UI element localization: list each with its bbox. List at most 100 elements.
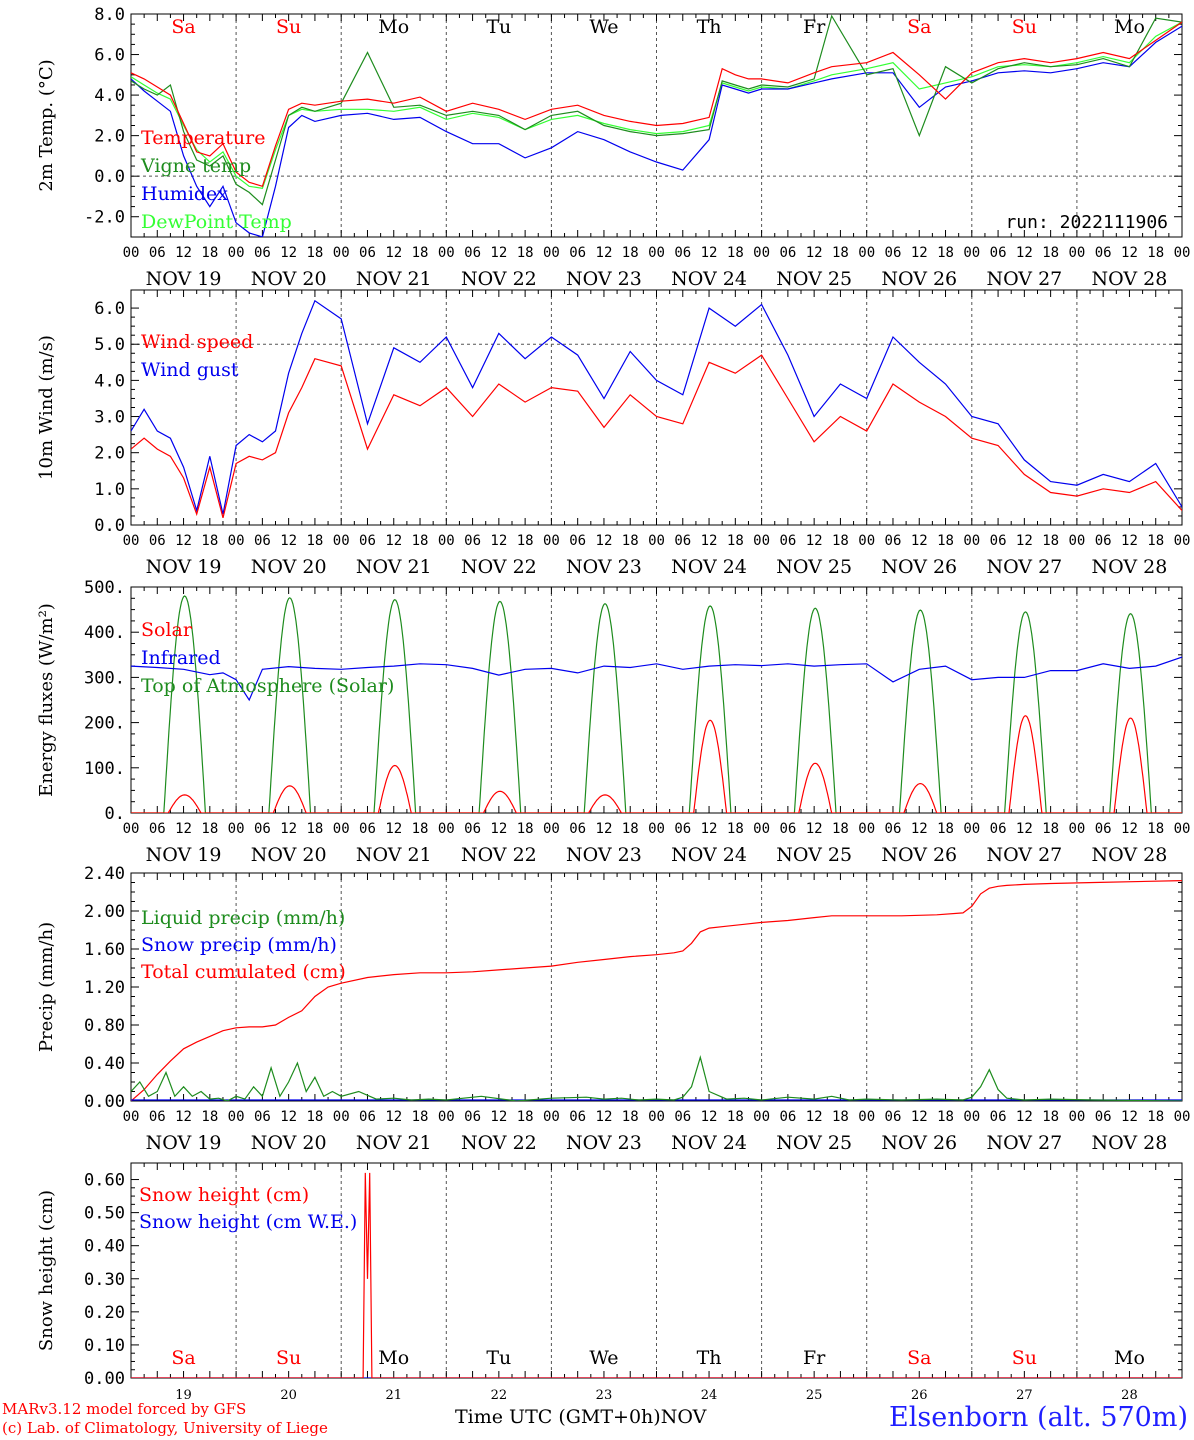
- day-label: NOV 24: [671, 556, 747, 578]
- series-line-temperature: [131, 21, 1182, 188]
- weekday-label: We: [589, 16, 618, 38]
- hour-tick-label: 06: [359, 533, 376, 549]
- legend-entry: Top of Atmosphere (Solar): [141, 675, 394, 697]
- hour-tick-label: 18: [832, 533, 849, 549]
- day-label: NOV 26: [881, 556, 957, 578]
- day-label: NOV 23: [566, 1132, 642, 1154]
- hour-tick-label: 00: [333, 245, 350, 261]
- hour-tick-label: 00: [228, 1109, 245, 1125]
- y-tick-label: 6.0: [94, 299, 125, 319]
- hour-tick-label: 00: [753, 1109, 770, 1125]
- y-tick-label: 2.0: [94, 127, 125, 147]
- y-tick-label: 0.80: [84, 1016, 125, 1036]
- y-tick-label: 1.0: [94, 480, 125, 500]
- day-label: NOV 22: [461, 556, 537, 578]
- hour-tick-label: 00: [438, 1109, 455, 1125]
- hour-tick-label: 00: [858, 821, 875, 837]
- hour-tick-label: 00: [753, 533, 770, 549]
- hour-tick-label: 12: [806, 245, 823, 261]
- series-line-top-of-atmosphere-solar-: [131, 595, 1182, 813]
- hour-tick-label: 06: [1095, 1109, 1112, 1125]
- hour-tick-label: 06: [359, 821, 376, 837]
- weekday-label: Th: [697, 1347, 722, 1369]
- station-label: Elsenborn (alt. 570m): [889, 1402, 1188, 1433]
- hour-tick-label: 06: [674, 533, 691, 549]
- hour-tick-label: 12: [1016, 245, 1033, 261]
- hour-tick-label: 18: [622, 821, 639, 837]
- y-tick-label: 0.0: [94, 516, 125, 536]
- day-label: NOV 27: [986, 556, 1062, 578]
- hour-tick-label: 18: [937, 533, 954, 549]
- hour-tick-label: 18: [727, 533, 744, 549]
- hour-tick-label: 12: [175, 245, 192, 261]
- weekday-label: Mo: [378, 1347, 409, 1369]
- panel-2: 0.0 1.0 2.0 3.0 4.0 5.0 6.0 10m Wind (m/s) 00 06 1…: [36, 289, 1190, 578]
- hour-tick-label: 12: [911, 821, 928, 837]
- hour-tick-label: 12: [806, 1109, 823, 1125]
- weekday-label: Mo: [1114, 16, 1145, 38]
- hour-tick-label: 06: [990, 1109, 1007, 1125]
- day-number: 21: [385, 1388, 402, 1400]
- hour-tick-label: 00: [648, 245, 665, 261]
- hour-tick-label: 06: [254, 533, 271, 549]
- hour-tick-label: 06: [569, 1109, 586, 1125]
- y-tick-label: 500.: [84, 578, 125, 598]
- y-tick-label: 200.: [84, 714, 125, 734]
- hour-tick-label: 00: [1174, 245, 1191, 261]
- hour-tick-label: 00: [543, 533, 560, 549]
- y-tick-label: 2.0: [94, 444, 125, 464]
- hour-tick-label: 12: [1121, 533, 1138, 549]
- y-tick-label: 0.40: [84, 1237, 125, 1257]
- hour-tick-label: 18: [201, 821, 218, 837]
- hour-tick-label: 06: [885, 533, 902, 549]
- y-tick-label: 300.: [84, 668, 125, 688]
- hour-tick-label: 18: [622, 533, 639, 549]
- hour-tick-label: 00: [228, 821, 245, 837]
- hour-tick-label: 06: [569, 821, 586, 837]
- hour-tick-label: 18: [517, 1109, 534, 1125]
- day-number: 24: [701, 1388, 718, 1400]
- legend-entry: Liquid precip (mm/h): [141, 907, 345, 929]
- hour-tick-label: 06: [149, 821, 166, 837]
- day-label: NOV 20: [251, 844, 327, 866]
- hour-tick-label: 18: [517, 821, 534, 837]
- series-group: [131, 595, 1182, 813]
- series-line-infrared: [131, 656, 1182, 702]
- weekday-label: Mo: [378, 16, 409, 38]
- hour-tick-label: 12: [1016, 821, 1033, 837]
- hour-tick-label: 12: [806, 533, 823, 549]
- hour-tick-label: 12: [385, 821, 402, 837]
- hour-tick-label: 12: [1121, 1109, 1138, 1125]
- weekday-label: Su: [1012, 16, 1037, 38]
- hour-tick-label: 00: [1174, 821, 1191, 837]
- legend-entry: Total cumulated (cm): [141, 961, 346, 983]
- y-tick-label: 0.00: [84, 1092, 125, 1112]
- day-label: NOV 28: [1092, 556, 1168, 578]
- hour-tick-label: 06: [254, 245, 271, 261]
- hour-tick-label: 12: [1121, 821, 1138, 837]
- hour-tick-label: 06: [359, 245, 376, 261]
- y-tick-label: 3.0: [94, 408, 125, 428]
- hour-tick-label: 00: [123, 245, 140, 261]
- hour-tick-label: 06: [464, 1109, 481, 1125]
- hour-tick-label: 12: [596, 533, 613, 549]
- day-label: NOV 25: [776, 1132, 852, 1154]
- day-label: NOV 23: [566, 844, 642, 866]
- hour-tick-label: 12: [280, 821, 297, 837]
- hour-tick-label: 12: [175, 533, 192, 549]
- day-number: 26: [911, 1388, 928, 1400]
- y-tick-label: 5.0: [94, 335, 125, 355]
- y-tick-label: 0.10: [84, 1336, 125, 1356]
- hour-tick-label: 12: [701, 245, 718, 261]
- hour-tick-label: 18: [1147, 245, 1164, 261]
- hour-tick-label: 06: [464, 821, 481, 837]
- day-label: NOV 20: [251, 1132, 327, 1154]
- hour-tick-label: 00: [543, 245, 560, 261]
- hour-tick-label: 18: [1147, 1109, 1164, 1125]
- hour-tick-label: 12: [701, 1109, 718, 1125]
- credit-line-1: MARv3.12 model forced by GFS: [2, 1400, 247, 1418]
- hour-tick-label: 06: [464, 245, 481, 261]
- y-tick-label: 400.: [84, 623, 125, 643]
- hour-tick-label: 00: [1068, 821, 1085, 837]
- weekday-label: Su: [1012, 1347, 1037, 1369]
